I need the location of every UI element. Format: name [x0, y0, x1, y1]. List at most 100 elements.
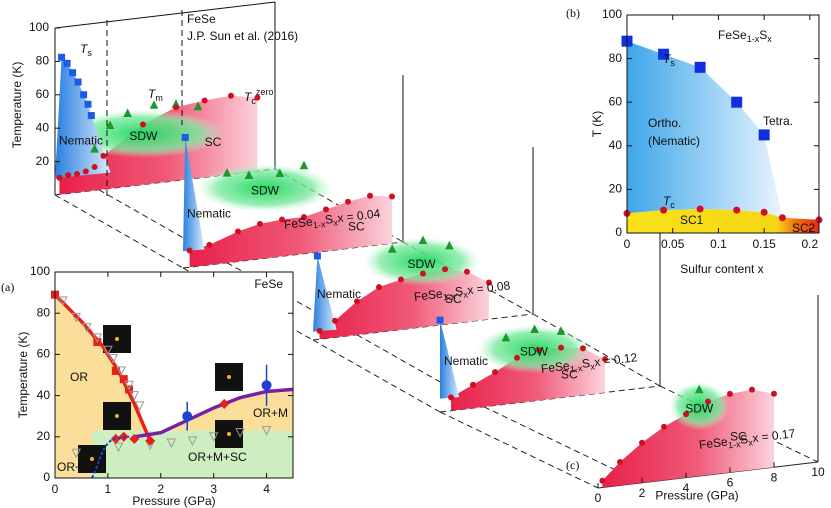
triangle-marker — [299, 160, 309, 170]
panel-title: FeSe1-xSx — [718, 28, 772, 44]
triangle-marker — [530, 324, 539, 334]
slab-label: FeSe1-xSxx = 0.17 — [698, 426, 796, 454]
circle-marker — [74, 171, 80, 178]
y-tick-label: 100 — [29, 20, 49, 34]
circle-marker — [301, 213, 307, 220]
circle-marker — [599, 477, 606, 484]
circle-marker — [683, 411, 689, 418]
circle-marker — [182, 411, 193, 422]
diamond-marker — [129, 433, 140, 444]
x-tick-label: 0.2 — [802, 237, 819, 251]
triangle-marker — [108, 354, 118, 364]
triangle-marker — [105, 120, 115, 130]
text-part: s — [87, 48, 92, 58]
panel-label: (a) — [1, 280, 14, 294]
circle-marker — [140, 121, 146, 128]
circle-marker — [602, 356, 608, 363]
y-tick-label: 60 — [37, 347, 51, 361]
circle-marker — [639, 439, 645, 446]
text-part: S — [581, 356, 591, 371]
circle-marker — [442, 266, 448, 273]
text-part: c — [670, 200, 675, 210]
panel-label: (c) — [566, 458, 579, 472]
circle-marker — [705, 398, 711, 405]
slab-label: FeSe1-xSxx = 0.08 — [413, 278, 511, 306]
circle-marker — [617, 459, 623, 466]
sc-dome — [189, 195, 392, 268]
text-part: x — [748, 438, 754, 449]
square-marker — [80, 91, 88, 99]
text-part: x = 0.08 — [467, 278, 512, 297]
region-label: SC — [205, 135, 222, 149]
x-tick-label: 0.1 — [710, 237, 727, 251]
square-marker — [731, 96, 743, 108]
y-tick-label: 80 — [37, 305, 51, 319]
region-label: SDW — [408, 257, 437, 271]
square-marker — [69, 69, 77, 77]
text-part: x — [463, 290, 469, 301]
circle-marker — [206, 241, 213, 248]
x-tick-label: 0 — [595, 491, 602, 505]
triangle-marker — [166, 438, 177, 449]
text-part: T — [663, 52, 672, 66]
triangle-marker — [134, 401, 145, 412]
text-part: FeSe — [283, 215, 313, 232]
square-marker — [63, 59, 71, 67]
square-marker — [111, 366, 120, 375]
x-axis-label: Pressure (GPa) — [132, 494, 215, 508]
legend-label: Tc — [663, 194, 675, 210]
panel-label: (b) — [566, 6, 580, 20]
triangle-marker — [124, 380, 134, 391]
circle-marker — [316, 327, 323, 334]
triangle-marker — [187, 436, 198, 447]
triangle-marker — [103, 345, 113, 356]
curve — [91, 435, 130, 479]
circle-marker — [749, 386, 755, 393]
inset-spot — [90, 457, 94, 461]
text-part: x — [767, 34, 772, 44]
text-part: zero — [256, 87, 274, 97]
circle-marker — [367, 192, 373, 199]
circle-marker — [201, 97, 208, 104]
circle-marker — [470, 381, 476, 388]
text-part: S — [324, 212, 334, 227]
text-part: c — [251, 96, 256, 106]
square-marker — [694, 61, 706, 73]
depth-line — [312, 339, 441, 413]
circle-marker — [56, 174, 63, 181]
circle-marker — [354, 298, 360, 305]
circle-marker — [771, 390, 777, 397]
y-tick-label: 40 — [36, 120, 50, 134]
region-label: OR+M+SC — [188, 450, 247, 464]
circle-marker — [492, 369, 498, 376]
region-label: SC — [348, 220, 365, 234]
triangle-marker — [113, 442, 124, 453]
y-tick-label: 100 — [30, 264, 50, 278]
circle-marker — [257, 220, 263, 227]
triangle-marker — [418, 235, 428, 245]
circle-marker — [514, 354, 520, 361]
inset-spot — [115, 414, 119, 418]
nematic-region — [313, 255, 337, 332]
triangle-marker — [71, 312, 81, 323]
region-label: SDW — [685, 401, 714, 415]
y-tick-label: 100 — [602, 7, 622, 21]
text-part: 1-x — [312, 219, 326, 231]
circle-marker — [558, 344, 564, 351]
y-tick-label: 20 — [37, 429, 51, 443]
nematic-region — [440, 320, 460, 399]
diamond-marker — [145, 435, 156, 446]
x-tick-label: 10 — [811, 465, 825, 479]
triangle-marker — [90, 143, 99, 153]
region-label: Nematic — [187, 207, 231, 221]
text-part: S — [454, 284, 464, 299]
plot-frame — [626, 14, 820, 234]
region-label: SDW — [251, 184, 280, 198]
circle-marker — [186, 247, 193, 254]
square-marker — [181, 133, 189, 141]
region-label: Nematic — [317, 287, 361, 301]
panel-title: FeSe — [254, 277, 283, 291]
text-part: FeSe — [698, 435, 728, 452]
y-tick-label: 20 — [609, 182, 623, 196]
x-tick-label: 0 — [624, 237, 631, 251]
